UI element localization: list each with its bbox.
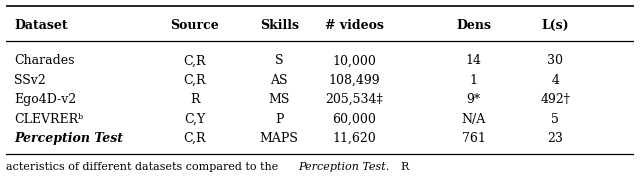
Text: C,R: C,R xyxy=(183,54,206,67)
Text: 1: 1 xyxy=(470,74,477,87)
Text: 761: 761 xyxy=(461,132,486,145)
Text: Perception Test.: Perception Test. xyxy=(298,162,389,172)
Text: 492†: 492† xyxy=(540,93,570,106)
Text: Dataset: Dataset xyxy=(14,19,68,32)
Text: L(s): L(s) xyxy=(541,19,569,32)
Text: 108,499: 108,499 xyxy=(329,74,380,87)
Text: AS: AS xyxy=(271,74,288,87)
Text: acteristics of different datasets compared to the: acteristics of different datasets compar… xyxy=(6,162,282,172)
Text: CLEVRERᵇ: CLEVRERᵇ xyxy=(14,113,83,126)
Text: 10,000: 10,000 xyxy=(333,54,376,67)
Text: P: P xyxy=(275,113,284,126)
Text: C,R: C,R xyxy=(183,74,206,87)
Text: C,R: C,R xyxy=(183,132,206,145)
Text: N/A: N/A xyxy=(461,113,486,126)
Text: C,Y: C,Y xyxy=(184,113,205,126)
Text: Skills: Skills xyxy=(260,19,299,32)
Text: 14: 14 xyxy=(466,54,482,67)
Text: 11,620: 11,620 xyxy=(333,132,376,145)
Text: MAPS: MAPS xyxy=(260,132,299,145)
Text: Dens: Dens xyxy=(456,19,491,32)
Text: 4: 4 xyxy=(551,74,559,87)
Text: Perception Test: Perception Test xyxy=(14,132,123,145)
Text: MS: MS xyxy=(269,93,290,106)
Text: SSv2: SSv2 xyxy=(14,74,45,87)
Text: Source: Source xyxy=(170,19,219,32)
Text: Charades: Charades xyxy=(14,54,74,67)
Text: 5: 5 xyxy=(551,113,559,126)
Text: R: R xyxy=(190,93,199,106)
Text: S: S xyxy=(275,54,284,67)
Text: 23: 23 xyxy=(547,132,563,145)
Text: 30: 30 xyxy=(547,54,563,67)
Text: # videos: # videos xyxy=(325,19,384,32)
Text: R: R xyxy=(394,162,410,172)
Text: 205,534‡: 205,534‡ xyxy=(326,93,383,106)
Text: 60,000: 60,000 xyxy=(333,113,376,126)
Text: Ego4D-v2: Ego4D-v2 xyxy=(14,93,76,106)
Text: 9*: 9* xyxy=(467,93,481,106)
